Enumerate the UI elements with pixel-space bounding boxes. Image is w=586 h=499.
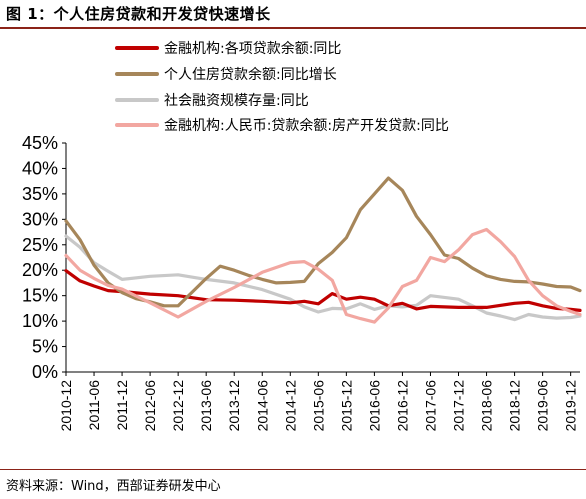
y-tick-label: 20% [22,260,58,280]
x-tick-label: 2011-12 [114,380,130,431]
x-tick-label: 2013-12 [226,380,242,432]
chart-series [64,176,582,324]
x-tick-label: 2016-06 [366,380,382,432]
y-tick-label: 30% [22,209,58,229]
y-tick-label: 25% [22,235,58,255]
legend-label-1: 金融机构:各项贷款余额:同比 [164,40,341,57]
x-tick-label: 2010-12 [58,380,74,432]
x-tick-label: 2012-12 [170,380,186,432]
x-tick-label: 2019-12 [563,380,579,432]
series-line-1 [64,269,582,312]
y-tick-label: 40% [22,158,58,178]
y-tick-label: 0% [32,362,58,382]
x-tick-label: 2015-12 [338,380,354,432]
title-divider [0,27,586,29]
legend-label-4: 金融机构:人民币:贷款余额:房产开发贷款:同比 [164,117,449,134]
y-tick-label: 10% [22,311,58,331]
x-tick-label: 2019-06 [535,380,551,432]
line-chart: 金融机构:各项贷款余额:同比个人住房贷款余额:同比增长社会融资规模存量:同比金融… [22,40,582,432]
x-tick-label: 2013-06 [198,380,214,432]
y-axis: 45% 40% 35% 30% 25% 20% 15% 10% 5% 0% [22,133,67,382]
chart-title: 图 1：个人住房贷款和开发贷快速增长 [6,5,271,23]
legend-label-3: 社会融资规模存量:同比 [164,93,309,109]
x-tick-label: 2015-06 [310,380,326,432]
chart-legend: 金融机构:各项贷款余额:同比个人住房贷款余额:同比增长社会融资规模存量:同比金融… [115,40,449,134]
x-tick-label: 2011-06 [86,380,102,431]
x-axis: 2010-12 2011-06 2011-12 2012-06 2012-12 2013-… [58,371,580,432]
source-note: 资料来源：Wind，西部证券研发中心 [6,479,221,494]
series-line-4 [64,227,582,324]
x-tick-label: 2012-06 [142,380,158,432]
source-divider [0,469,586,470]
y-tick-label: 5% [32,337,58,357]
y-tick-label: 35% [22,184,58,204]
x-tick-label: 2018-06 [479,380,495,432]
y-tick-label: 15% [22,286,58,306]
legend-label-2: 个人住房贷款余额:同比增长 [164,66,337,83]
x-tick-label: 2014-12 [282,380,298,432]
x-tick-label: 2014-06 [254,380,270,432]
x-tick-label: 2017-12 [451,380,467,432]
x-tick-label: 2016-12 [394,380,410,432]
x-tick-label: 2018-12 [507,380,523,432]
y-tick-label: 45% [22,133,58,153]
x-tick-label: 2017-06 [422,380,438,432]
series-line-3 [64,234,582,322]
